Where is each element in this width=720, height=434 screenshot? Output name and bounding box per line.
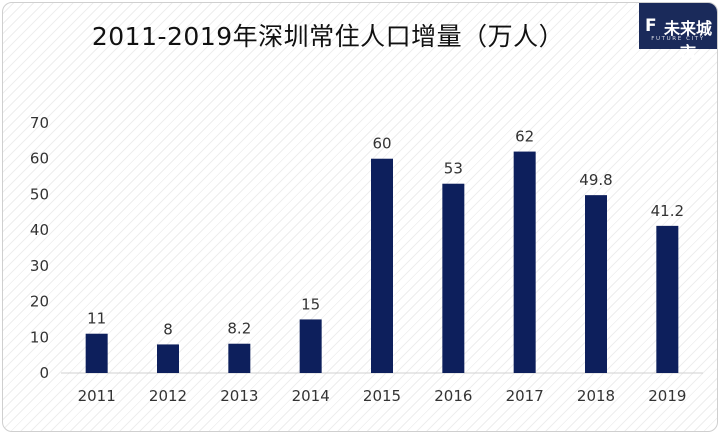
- y-tick-label: 70: [30, 114, 49, 132]
- y-tick-label: 50: [30, 185, 49, 203]
- y-tick-label: 60: [30, 150, 49, 168]
- x-tick-label: 2017: [506, 387, 544, 405]
- y-tick-label: 10: [30, 328, 49, 346]
- bar: [585, 195, 607, 373]
- x-tick-label: 2015: [363, 387, 401, 405]
- x-tick-label: 2016: [434, 387, 472, 405]
- data-label: 62: [515, 128, 534, 146]
- bar: [371, 158, 393, 373]
- data-label: 11: [87, 310, 106, 328]
- data-label: 49.8: [579, 171, 612, 189]
- data-label: 15: [301, 295, 320, 313]
- data-label: 53: [444, 160, 463, 178]
- y-tick-label: 30: [30, 257, 49, 275]
- x-tick-label: 2013: [220, 387, 258, 405]
- x-tick-label: 2011: [78, 387, 116, 405]
- data-label: 41.2: [651, 202, 684, 220]
- logo-subtitle: FUTURE CITY: [651, 36, 705, 42]
- bar: [656, 225, 679, 373]
- x-tick-label: 2019: [648, 387, 686, 405]
- bar: [157, 344, 179, 373]
- y-tick-label: 0: [39, 364, 49, 382]
- x-tick-label: 2014: [292, 387, 330, 405]
- data-label: 60: [372, 135, 391, 153]
- bar: [513, 151, 536, 373]
- bar: [228, 343, 251, 373]
- x-tick-label: 2018: [577, 387, 615, 405]
- logo-mark: F: [645, 16, 657, 36]
- chart-title: 2011-2019年深圳常住人口增量（万人）: [91, 22, 565, 51]
- logo-name: 未来城市: [663, 19, 712, 62]
- bar-chart: 0 10 20 30 40 50 60 70 11 2011 8 2012 8.2 2013 15 2014 6…: [30, 114, 703, 405]
- y-tick-label: 20: [30, 293, 49, 311]
- bar: [442, 183, 465, 373]
- bar: [85, 333, 108, 373]
- data-label: 8.2: [227, 320, 251, 338]
- y-tick-label: 40: [30, 221, 49, 239]
- data-label: 8: [163, 320, 173, 338]
- bar: [299, 319, 322, 373]
- x-tick-label: 2012: [149, 387, 187, 405]
- future-city-logo: F 未来城市 FUTURE CITY: [639, 3, 717, 62]
